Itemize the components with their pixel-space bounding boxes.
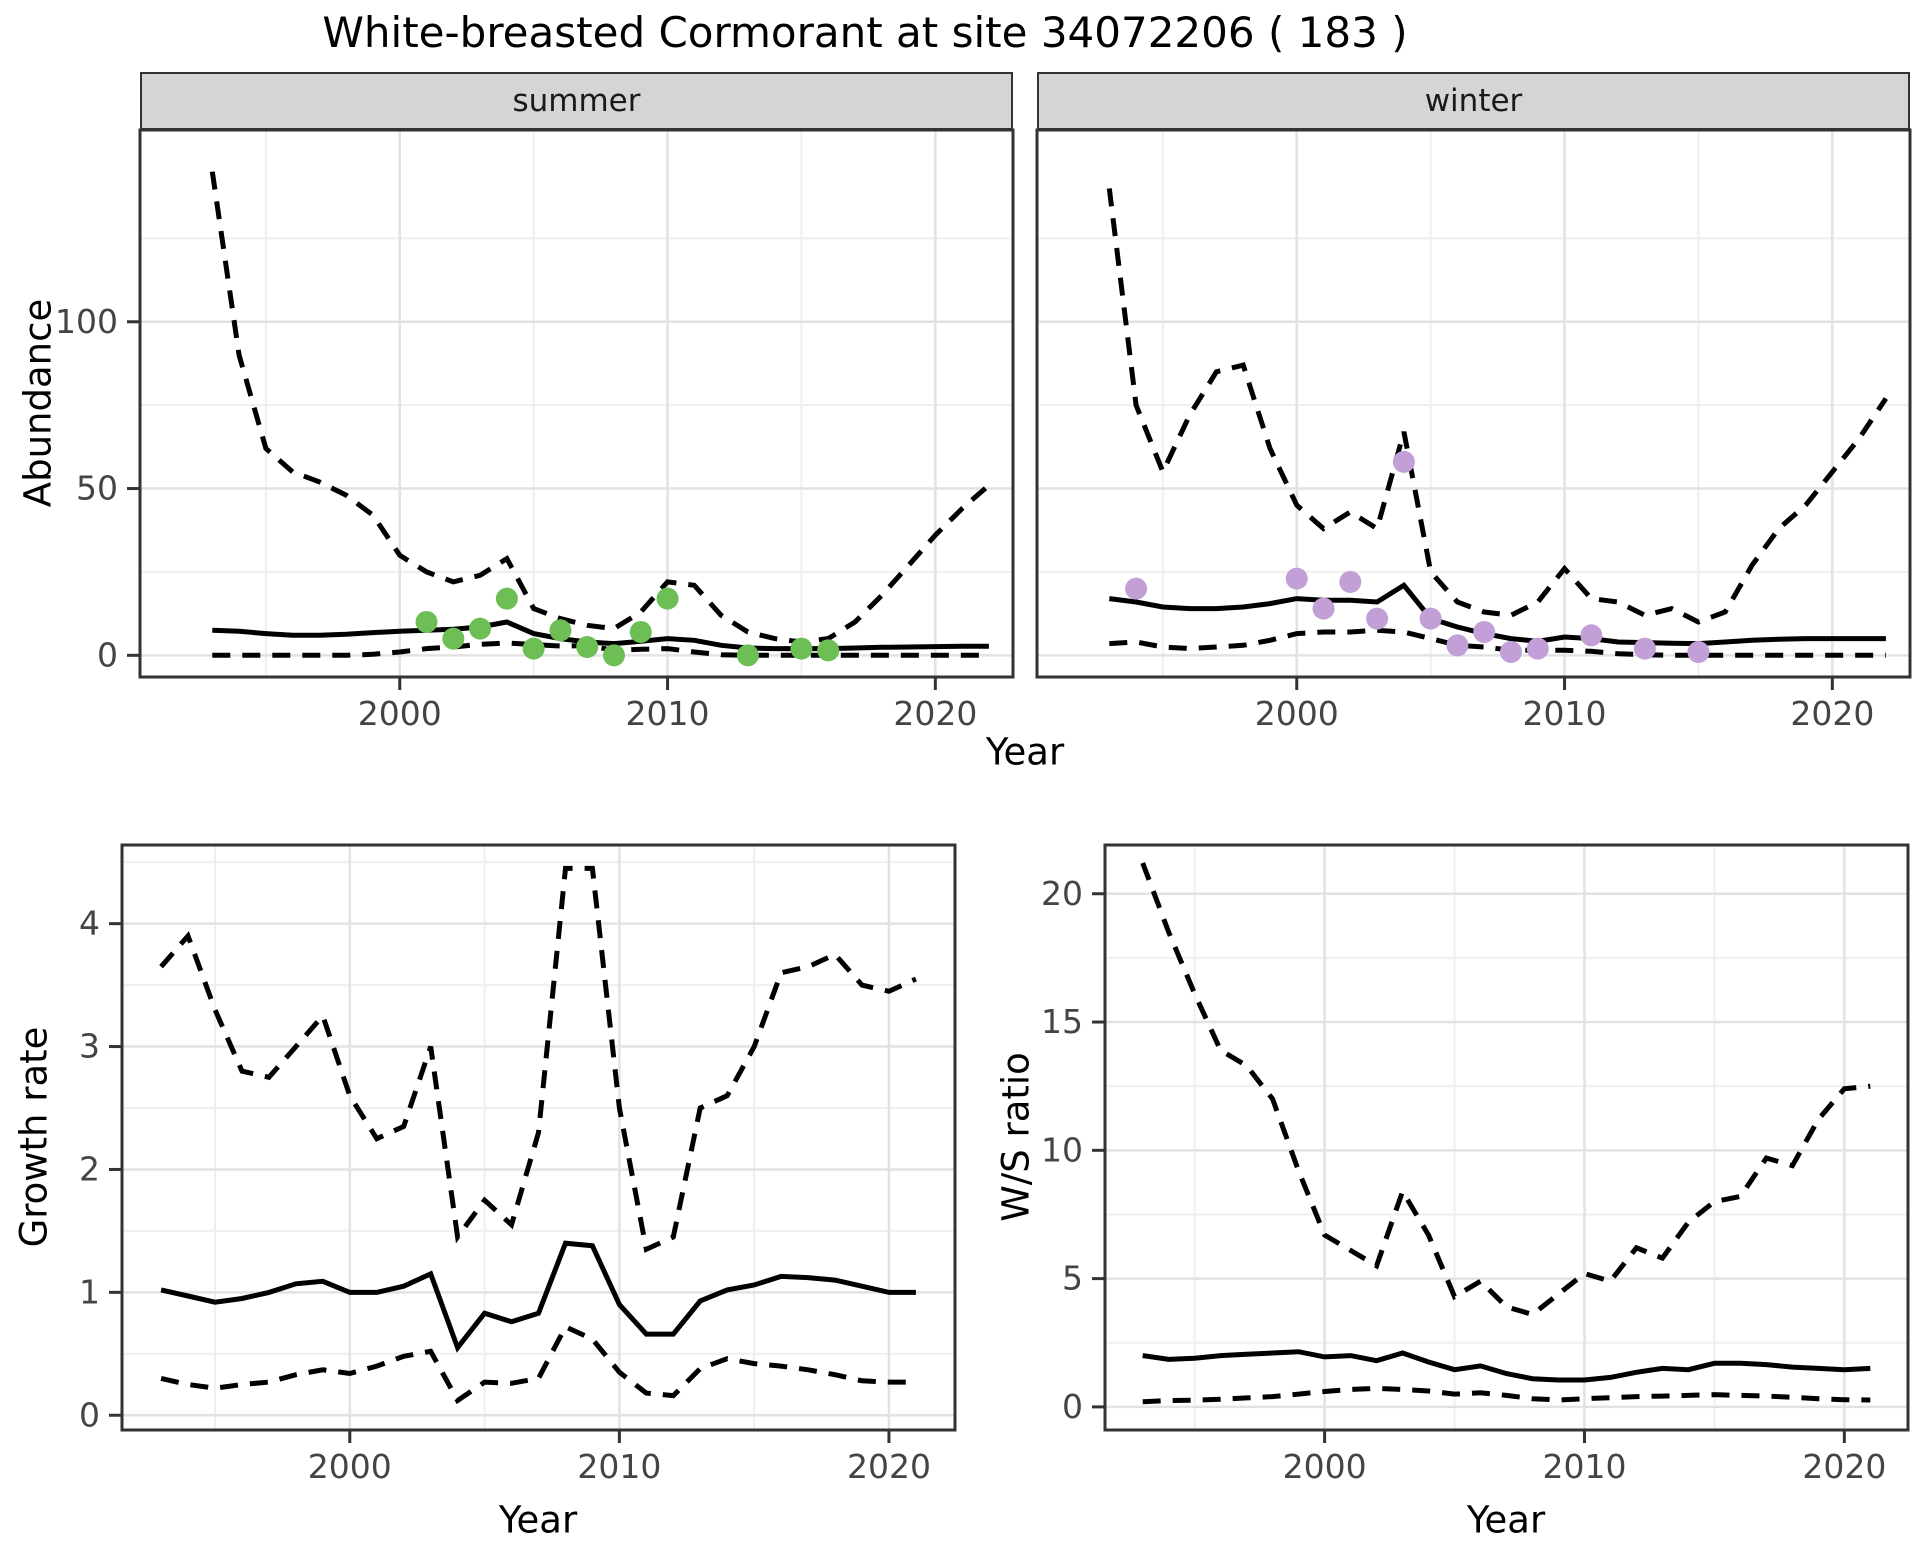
observation-point bbox=[656, 587, 679, 610]
chart-title: White-breasted Cormorant at site 3407220… bbox=[322, 8, 1408, 57]
x-tick-label: 2010 bbox=[1542, 1447, 1626, 1486]
observation-point bbox=[790, 637, 813, 660]
panel-abundance-winter: 2000 2010 2020 bbox=[1035, 128, 1912, 733]
x-tick-label: 2000 bbox=[1283, 1447, 1367, 1486]
x-axis-title-year-bottom-right: Year bbox=[1466, 1498, 1546, 1542]
observation-point bbox=[1125, 577, 1148, 600]
observation-point bbox=[1285, 567, 1308, 590]
y-tick-label: 4 bbox=[79, 904, 100, 943]
x-tick-label: 2010 bbox=[626, 694, 710, 733]
observation-point bbox=[1366, 607, 1389, 630]
y-tick-label: 0 bbox=[97, 635, 118, 674]
observation-point bbox=[522, 637, 545, 660]
panel-background bbox=[140, 130, 1013, 677]
y-tick-label: 20 bbox=[1041, 874, 1083, 913]
y-tick-label: 100 bbox=[55, 302, 118, 341]
observation-point bbox=[1580, 624, 1603, 647]
lower-ci-line bbox=[1109, 627, 1886, 658]
x-tick-label: 2020 bbox=[1790, 694, 1874, 733]
observation-point bbox=[549, 619, 572, 642]
panel-border bbox=[1103, 843, 1910, 1432]
panel-ws-ratio: 2000 2010 2020 0 5 10 15 20 bbox=[1041, 843, 1910, 1486]
observation-point bbox=[1392, 450, 1415, 473]
panel-border bbox=[120, 843, 957, 1432]
observation-point bbox=[817, 639, 840, 662]
y-tick-label: 0 bbox=[79, 1395, 100, 1434]
observation-point bbox=[576, 635, 599, 658]
lower-ci-line bbox=[1142, 1385, 1871, 1405]
y-tick-label: 3 bbox=[79, 1027, 100, 1066]
x-tick-label: 2020 bbox=[893, 694, 977, 733]
facet-strip-winter: winter bbox=[1037, 72, 1910, 130]
panel-border bbox=[1035, 128, 1912, 679]
facet-strip-summer-label: summer bbox=[512, 83, 641, 119]
y-axis-title-growth-rate: Growth rate bbox=[12, 1026, 56, 1248]
x-tick-label: 2000 bbox=[308, 1447, 392, 1486]
y-axis-title-ws-ratio: W/S ratio bbox=[994, 1052, 1038, 1222]
observation-point bbox=[1687, 640, 1710, 663]
lower-ci-line bbox=[212, 640, 989, 658]
y-axis-title-abundance: Abundance bbox=[16, 298, 60, 508]
x-tick-label: 2010 bbox=[1523, 694, 1607, 733]
panel-background bbox=[1105, 845, 1908, 1430]
y-tick-label: 15 bbox=[1041, 1002, 1083, 1041]
median-line bbox=[1142, 1349, 1871, 1383]
x-axis-title-year-top: Year bbox=[985, 730, 1065, 774]
panel-abundance-summer: 2000 2010 2020 0 50 100 bbox=[55, 128, 1015, 733]
observation-point bbox=[1339, 570, 1362, 593]
x-tick-label: 2000 bbox=[358, 694, 442, 733]
x-axis-title-year-bottom-left: Year bbox=[498, 1498, 578, 1542]
observation-point bbox=[629, 620, 652, 643]
observation-point bbox=[495, 587, 518, 610]
y-tick-label: 1 bbox=[79, 1272, 100, 1311]
panel-background bbox=[1037, 130, 1910, 677]
x-tick-label: 2020 bbox=[1802, 1447, 1886, 1486]
upper-ci-line bbox=[159, 865, 917, 1253]
observation-point bbox=[736, 644, 759, 667]
observation-point bbox=[442, 627, 465, 650]
facet-strip-winter-label: winter bbox=[1424, 83, 1523, 119]
x-tick-label: 2020 bbox=[847, 1447, 931, 1486]
x-tick-label: 2000 bbox=[1255, 694, 1339, 733]
upper-ci-line bbox=[209, 171, 991, 645]
y-tick-label: 5 bbox=[1062, 1259, 1083, 1298]
y-tick-label: 50 bbox=[76, 469, 118, 508]
facet-strip-summer: summer bbox=[140, 72, 1013, 130]
observation-point bbox=[415, 610, 438, 633]
y-tick-label: 10 bbox=[1041, 1130, 1083, 1169]
lower-ci-line bbox=[160, 1323, 916, 1405]
x-tick-label: 2010 bbox=[577, 1447, 661, 1486]
observation-point bbox=[1526, 637, 1549, 660]
observation-point bbox=[1633, 637, 1656, 660]
y-tick-label: 0 bbox=[1062, 1387, 1083, 1426]
observation-point bbox=[1446, 634, 1469, 657]
y-tick-label: 2 bbox=[79, 1149, 100, 1188]
median-line bbox=[212, 619, 989, 652]
observation-point bbox=[469, 617, 492, 640]
observation-point bbox=[1473, 620, 1496, 643]
median-line bbox=[160, 1240, 916, 1353]
observation-point bbox=[1419, 607, 1442, 630]
observation-point bbox=[602, 644, 625, 667]
upper-ci-line bbox=[1106, 188, 1888, 625]
observation-point bbox=[1499, 640, 1522, 663]
panel-growth-rate: 2000 2010 2020 0 1 2 3 4 bbox=[79, 843, 957, 1486]
upper-ci-line bbox=[1140, 862, 1871, 1318]
panel-border bbox=[138, 128, 1015, 679]
median-line bbox=[1108, 582, 1886, 647]
observation-point bbox=[1312, 597, 1335, 620]
